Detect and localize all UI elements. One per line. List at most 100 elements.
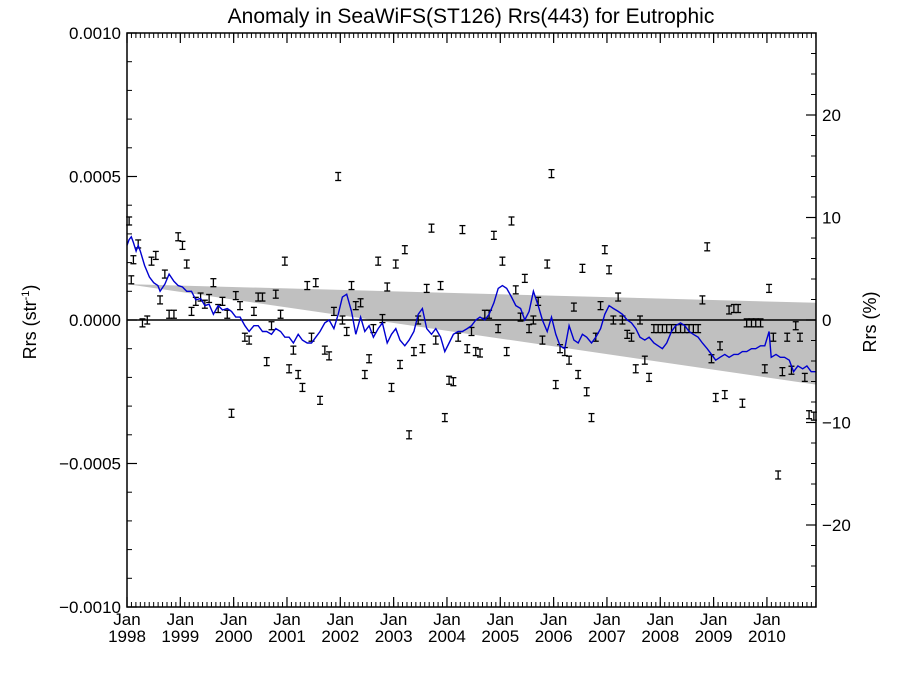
- data-point: [428, 223, 435, 233]
- data-point: [539, 335, 546, 345]
- data-point: [579, 263, 586, 273]
- data-point: [304, 280, 311, 291]
- x-tick-label-year: 2010: [748, 627, 786, 646]
- data-point: [268, 321, 275, 331]
- data-point: [326, 351, 333, 361]
- data-point: [508, 216, 515, 226]
- y-tick-label: −0.0010: [59, 598, 121, 617]
- x-tick-label-month: Jan: [540, 610, 567, 629]
- data-point: [188, 306, 195, 317]
- data-point: [406, 430, 413, 440]
- data-point: [761, 364, 768, 374]
- data-point: [250, 306, 257, 317]
- data-point: [775, 470, 782, 480]
- data-point: [423, 283, 430, 294]
- data-point: [335, 171, 342, 182]
- data-point: [152, 250, 159, 261]
- x-tick-label-year: 2004: [428, 627, 466, 646]
- y2-tick-label: −10: [822, 414, 851, 433]
- data-point: [495, 323, 502, 334]
- data-point: [166, 309, 173, 319]
- chart-title: Anomaly in SeaWiFS(ST126) Rrs(443) for E…: [228, 5, 715, 28]
- x-tick-label-month: Jan: [220, 610, 247, 629]
- data-point: [432, 335, 439, 345]
- y2-tick-label: 10: [822, 209, 841, 228]
- data-point: [397, 359, 404, 370]
- data-point: [343, 326, 350, 337]
- data-point: [183, 259, 190, 269]
- data-point: [312, 278, 319, 288]
- x-tick-label-year: 2006: [535, 627, 573, 646]
- y2-tick-label: 20: [822, 106, 841, 125]
- x-tick-label-month: Jan: [167, 610, 194, 629]
- data-point: [792, 321, 799, 331]
- x-tick-label-month: Jan: [113, 610, 140, 629]
- data-point: [210, 278, 217, 288]
- data-point: [148, 256, 155, 266]
- data-point: [566, 355, 573, 365]
- data-point: [290, 345, 297, 355]
- data-point: [490, 230, 497, 240]
- data-point: [530, 315, 537, 325]
- y-tick-label: 0.0005: [69, 168, 121, 187]
- data-point: [699, 295, 706, 305]
- x-tick-label-year: 2001: [268, 627, 306, 646]
- data-point: [339, 315, 346, 325]
- data-point: [784, 332, 791, 342]
- data-point: [548, 168, 555, 179]
- y2-tick-label: 0: [822, 311, 831, 330]
- running-mean-line: [126, 235, 816, 374]
- data-point: [770, 332, 777, 342]
- data-point: [512, 285, 519, 295]
- y-tick-label: 0.0000: [69, 311, 121, 330]
- data-point: [259, 292, 266, 302]
- data-point: [779, 367, 786, 377]
- data-point: [704, 242, 711, 252]
- x-tick-label-year: 2002: [321, 627, 359, 646]
- x-tick-label-month: Jan: [647, 610, 674, 629]
- data-point: [583, 387, 590, 397]
- data-point: [263, 356, 270, 367]
- data-point: [477, 348, 484, 358]
- x-tick-label-year: 2008: [641, 627, 679, 646]
- data-point: [472, 346, 479, 357]
- data-point: [384, 282, 391, 292]
- data-point: [446, 375, 453, 385]
- data-point: [224, 309, 231, 319]
- data-point: [388, 382, 395, 393]
- data-point: [712, 392, 719, 403]
- data-point: [766, 283, 773, 294]
- data-point: [588, 412, 595, 423]
- data-point: [552, 379, 559, 390]
- data-point: [352, 300, 359, 311]
- data-point: [241, 332, 248, 342]
- x-tick-label-year: 2003: [375, 627, 413, 646]
- data-point: [544, 259, 551, 269]
- x-tick-label-month: Jan: [487, 610, 514, 629]
- x-tick-label-month: Jan: [380, 610, 407, 629]
- data-point: [441, 412, 448, 423]
- data-point: [170, 309, 177, 319]
- data-point: [757, 318, 764, 328]
- data-point: [157, 295, 164, 305]
- data-point: [601, 245, 608, 255]
- data-point: [419, 344, 426, 354]
- data-point: [219, 296, 226, 306]
- data-point: [348, 280, 355, 291]
- data-point: [624, 329, 631, 340]
- data-point: [641, 355, 648, 365]
- data-point: [330, 306, 337, 317]
- data-point: [401, 245, 408, 255]
- x-tick-label-month: Jan: [273, 610, 300, 629]
- data-point: [806, 410, 813, 420]
- data-point: [717, 341, 724, 351]
- data-point: [175, 232, 182, 242]
- data-point: [272, 289, 279, 299]
- data-point: [357, 298, 364, 308]
- data-point: [232, 290, 239, 301]
- data-point: [246, 335, 253, 345]
- data-point: [597, 300, 604, 311]
- x-tick-label-month: Jan: [700, 610, 727, 629]
- x-tick-label-month: Jan: [327, 610, 354, 629]
- x-tick-label-month: Jan: [433, 610, 460, 629]
